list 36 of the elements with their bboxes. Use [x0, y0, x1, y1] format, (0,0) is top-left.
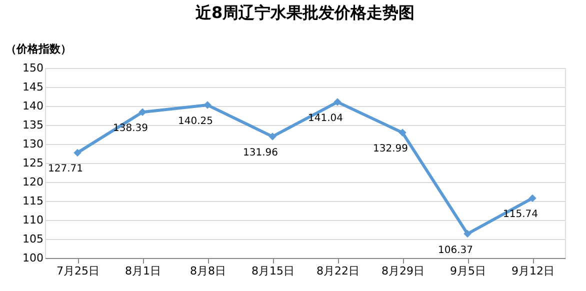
data-label: 106.37 [438, 244, 473, 256]
point [138, 108, 146, 116]
data-label: 132.99 [373, 144, 408, 155]
data-label: 131.96 [243, 148, 278, 159]
y-tick-label: 145 [22, 80, 44, 94]
x-tick-label: 7月25日 [56, 264, 100, 278]
x-tick-label: 9月12日 [512, 264, 554, 278]
x-tick-label: 8月29日 [382, 264, 424, 278]
y-tick-label: 140 [22, 100, 44, 112]
y-tick-label: 105 [22, 232, 44, 246]
x-tick-label: 8月15日 [252, 264, 294, 278]
y-tick-label: 120 [22, 176, 44, 188]
point [398, 128, 406, 137]
x-tick-label: 8月8日 [190, 264, 226, 278]
x-tick-label: 8月22日 [316, 264, 360, 278]
data-label: 140.25 [178, 116, 213, 128]
y-tick-label: 100 [22, 252, 44, 264]
y-tick-label: 130 [22, 138, 44, 150]
x-tick-label: 8月1日 [125, 264, 161, 278]
point [334, 98, 342, 106]
y-tick-label: 135 [22, 118, 44, 132]
x-tick-label: 9月5日 [450, 264, 486, 278]
chart-title: 近8周辽宁水果批发价格走势图 [194, 3, 415, 22]
data-label: 115.74 [503, 209, 538, 220]
y-tick-label: 110 [22, 214, 44, 226]
point [464, 230, 472, 238]
y-axis-title: （价格指数） [6, 42, 72, 56]
point [268, 132, 276, 140]
y-tick-label: 115 [22, 194, 44, 208]
y-tick-label: 150 [22, 62, 44, 74]
point [74, 148, 82, 157]
data-label: 127.71 [48, 164, 83, 175]
y-tick-label: 125 [22, 156, 44, 170]
data-label: 141.04 [308, 113, 343, 124]
point [204, 101, 212, 109]
point [528, 194, 536, 202]
